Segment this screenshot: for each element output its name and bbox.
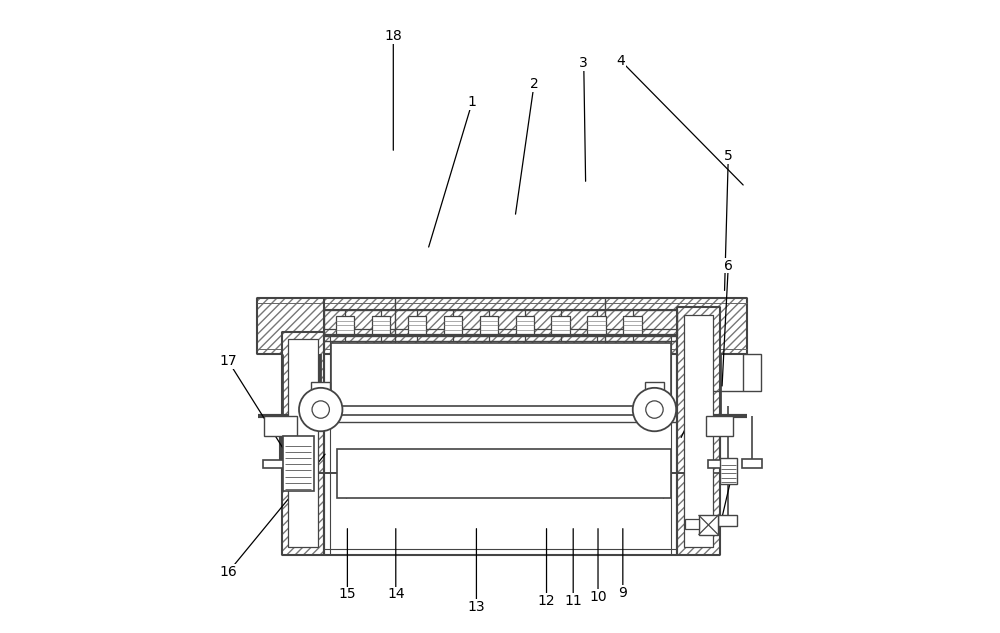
Bar <box>720 458 737 484</box>
Bar <box>324 310 677 336</box>
Bar <box>677 307 720 555</box>
Bar <box>706 416 733 436</box>
Bar <box>623 316 642 334</box>
Bar <box>718 515 737 526</box>
Bar <box>699 515 718 535</box>
Text: 3: 3 <box>579 56 588 70</box>
Circle shape <box>646 401 663 418</box>
Bar <box>331 343 671 406</box>
Bar <box>587 316 606 334</box>
Bar <box>336 316 354 334</box>
Text: 10: 10 <box>589 590 607 604</box>
Bar <box>480 316 498 334</box>
Circle shape <box>299 388 342 431</box>
Text: 11: 11 <box>564 594 582 608</box>
Circle shape <box>312 401 329 418</box>
Text: 15: 15 <box>339 587 356 601</box>
Text: 12: 12 <box>538 594 555 608</box>
Text: 4: 4 <box>617 54 625 68</box>
Bar <box>742 458 762 468</box>
Text: 5: 5 <box>724 149 733 163</box>
Text: 7: 7 <box>699 383 708 397</box>
Bar <box>708 460 731 468</box>
Bar <box>282 332 324 555</box>
Text: 13: 13 <box>468 600 485 614</box>
Text: 14: 14 <box>387 587 405 601</box>
Circle shape <box>633 388 676 431</box>
Bar <box>684 315 713 548</box>
Text: 16: 16 <box>219 565 237 579</box>
Bar <box>263 460 298 468</box>
Text: 18: 18 <box>384 29 402 43</box>
Bar <box>257 298 747 354</box>
Bar <box>444 316 462 334</box>
Bar <box>516 316 534 334</box>
Bar <box>264 416 297 436</box>
Bar <box>743 354 761 391</box>
Bar <box>685 518 699 529</box>
Text: 9: 9 <box>618 586 627 599</box>
Bar <box>645 382 664 391</box>
Bar <box>283 436 314 491</box>
Bar <box>551 316 570 334</box>
Bar <box>311 382 330 391</box>
Text: 2: 2 <box>530 77 538 91</box>
Text: 17: 17 <box>219 354 237 368</box>
Bar <box>372 316 390 334</box>
Text: 6: 6 <box>724 259 733 273</box>
Bar <box>337 449 671 498</box>
Bar <box>288 339 318 548</box>
Text: 8: 8 <box>730 457 739 471</box>
Bar <box>408 316 426 334</box>
Text: 1: 1 <box>468 96 477 110</box>
